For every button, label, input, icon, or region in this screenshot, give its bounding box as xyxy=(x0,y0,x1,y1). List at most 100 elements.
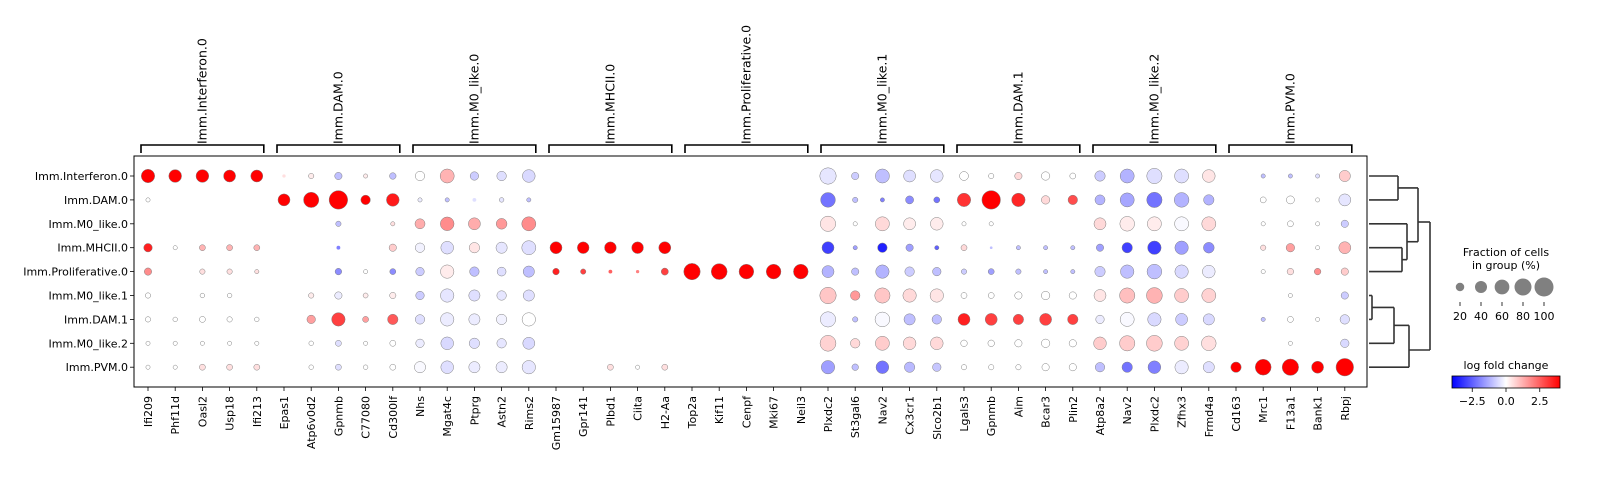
dot xyxy=(850,290,861,301)
dot xyxy=(145,364,151,370)
dot xyxy=(1201,335,1217,351)
dot xyxy=(308,340,314,346)
row-label: Imm.DAM.0 xyxy=(64,194,128,207)
dot xyxy=(905,243,914,252)
dot xyxy=(875,264,890,279)
gene-label: Plxdc2 xyxy=(822,396,835,432)
dot xyxy=(1068,363,1077,372)
dot xyxy=(386,193,400,207)
dot xyxy=(1070,245,1076,251)
row-label: Imm.M0_like.0 xyxy=(48,218,128,231)
dot xyxy=(931,314,942,325)
dot xyxy=(581,365,585,369)
gene-label: Gm15987 xyxy=(550,396,563,450)
dot xyxy=(415,171,425,181)
dot xyxy=(1203,242,1215,254)
dot xyxy=(1041,363,1050,372)
dot xyxy=(1260,244,1267,251)
dot xyxy=(1340,219,1349,228)
color-legend-title: log fold change xyxy=(1464,359,1549,372)
dot xyxy=(988,221,994,227)
gene-label: Ptprg xyxy=(468,396,481,425)
dot xyxy=(389,268,397,275)
dot xyxy=(414,218,426,230)
dot xyxy=(282,341,286,345)
dot xyxy=(554,198,558,202)
dot xyxy=(1202,169,1216,183)
dot xyxy=(145,340,151,346)
dot xyxy=(1315,221,1320,227)
dot xyxy=(660,267,669,276)
dot xyxy=(360,194,371,205)
dot xyxy=(1259,196,1267,204)
dot xyxy=(1174,240,1189,255)
dot xyxy=(1015,268,1022,275)
dot xyxy=(1121,361,1133,373)
dot xyxy=(582,222,585,225)
dot xyxy=(1069,172,1077,180)
group-label: Imm.Proliferative.0 xyxy=(738,25,753,144)
gene-label: Mgat4c xyxy=(441,396,454,437)
dot xyxy=(1147,216,1162,232)
group-bracket xyxy=(1228,144,1353,153)
size-legend-label: 40 xyxy=(1474,310,1488,323)
dot xyxy=(874,287,891,304)
dot xyxy=(227,340,232,346)
dot xyxy=(1041,195,1051,205)
dot xyxy=(987,268,995,275)
dot xyxy=(984,313,998,326)
dot xyxy=(521,360,536,375)
size-legend-label: 80 xyxy=(1516,310,1530,323)
dot xyxy=(683,263,701,281)
dot xyxy=(440,312,455,327)
dot xyxy=(415,291,425,300)
dot xyxy=(336,245,341,250)
dot xyxy=(1067,313,1079,325)
dot xyxy=(1311,360,1324,374)
dot xyxy=(282,317,286,322)
dot xyxy=(1071,222,1075,226)
dot xyxy=(1287,316,1294,323)
dot xyxy=(495,361,508,374)
dot xyxy=(1094,170,1106,182)
dot xyxy=(199,292,205,299)
gene-label: Mki67 xyxy=(768,396,781,429)
dot xyxy=(934,245,940,251)
dot xyxy=(554,317,558,322)
dot xyxy=(960,292,968,299)
dot xyxy=(226,244,233,251)
gene-label: Cenpf xyxy=(740,395,753,428)
row-label: Imm.Proliferative.0 xyxy=(23,266,128,279)
dot xyxy=(1070,269,1076,274)
dot xyxy=(1315,293,1320,298)
group-label: Imm.M0_like.0 xyxy=(466,54,481,144)
dot xyxy=(663,198,666,201)
group-label: Imm.M0_like.2 xyxy=(1146,54,1161,144)
gene-label: Zfhx3 xyxy=(1176,396,1189,428)
dot xyxy=(328,190,348,210)
size-legend-dot xyxy=(1494,279,1510,295)
dot xyxy=(1067,194,1078,205)
size-legend-title: in group (%) xyxy=(1472,259,1540,272)
gene-label: Nhs xyxy=(414,396,427,417)
dot xyxy=(468,242,480,254)
colorbar-tick-label: 2.5 xyxy=(1531,395,1549,408)
group-bracket xyxy=(684,144,809,153)
dot xyxy=(334,268,342,276)
dot xyxy=(961,221,967,227)
dot xyxy=(1147,240,1162,255)
dot xyxy=(440,288,455,303)
dot xyxy=(960,244,968,251)
dot xyxy=(227,292,233,299)
gene-label: Cd163 xyxy=(1230,396,1243,432)
dot xyxy=(468,337,480,349)
dot xyxy=(145,197,151,203)
dot xyxy=(303,191,320,208)
dot xyxy=(1288,173,1293,179)
gene-label: F13a1 xyxy=(1284,396,1297,430)
dot xyxy=(554,365,558,369)
dot xyxy=(930,169,944,183)
dot xyxy=(874,311,891,328)
